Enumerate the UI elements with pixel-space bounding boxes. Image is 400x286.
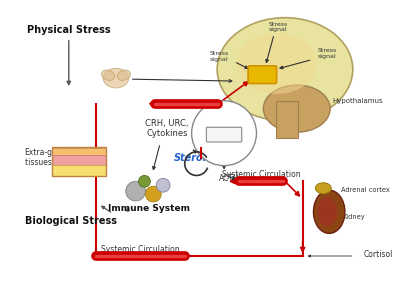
Text: CRH: CRH — [217, 122, 231, 127]
Bar — [276, 101, 298, 138]
Text: Hypothalamus: Hypothalamus — [332, 98, 383, 104]
FancyBboxPatch shape — [248, 66, 277, 84]
Text: Systemic Circulation: Systemic Circulation — [222, 170, 301, 179]
Ellipse shape — [316, 183, 331, 194]
Text: Steroids: Steroids — [174, 153, 220, 163]
Text: Biological Stress: Biological Stress — [25, 216, 117, 226]
Text: Cortisol: Cortisol — [364, 250, 393, 259]
Text: Extra-glandular
tissues (e.g., skin): Extra-glandular tissues (e.g., skin) — [24, 148, 94, 167]
Text: CRH, URC,
Cytokines: CRH, URC, Cytokines — [145, 119, 189, 138]
Text: CRHR1: CRHR1 — [212, 131, 236, 137]
Text: Stress
signal: Stress signal — [210, 51, 229, 62]
Circle shape — [192, 101, 256, 166]
Text: Systemic Circulation: Systemic Circulation — [101, 245, 180, 254]
FancyBboxPatch shape — [206, 127, 242, 142]
Circle shape — [156, 178, 170, 192]
Bar — [52, 148, 106, 157]
Text: Pituitary: Pituitary — [206, 110, 236, 116]
Bar — [52, 147, 106, 176]
Text: Adrenal cortex: Adrenal cortex — [341, 187, 390, 193]
Ellipse shape — [217, 18, 353, 121]
Ellipse shape — [103, 68, 129, 88]
Text: ACTH: ACTH — [218, 174, 239, 183]
Text: Kidney: Kidney — [342, 214, 364, 220]
Circle shape — [126, 181, 146, 201]
Bar — [52, 165, 106, 176]
Ellipse shape — [237, 33, 317, 94]
Ellipse shape — [102, 70, 115, 80]
Text: Immune System: Immune System — [108, 204, 190, 213]
Text: Stress
signal: Stress signal — [318, 48, 337, 59]
Text: POMC: POMC — [218, 148, 240, 157]
Circle shape — [138, 175, 150, 187]
Circle shape — [146, 186, 161, 202]
Bar — [52, 155, 106, 166]
Ellipse shape — [317, 197, 337, 227]
Ellipse shape — [117, 70, 130, 80]
Text: CRH: CRH — [253, 70, 272, 79]
Ellipse shape — [314, 190, 345, 233]
Text: Physical Stress: Physical Stress — [27, 25, 110, 35]
Ellipse shape — [263, 85, 330, 132]
Text: Stress
signal: Stress signal — [268, 22, 288, 32]
